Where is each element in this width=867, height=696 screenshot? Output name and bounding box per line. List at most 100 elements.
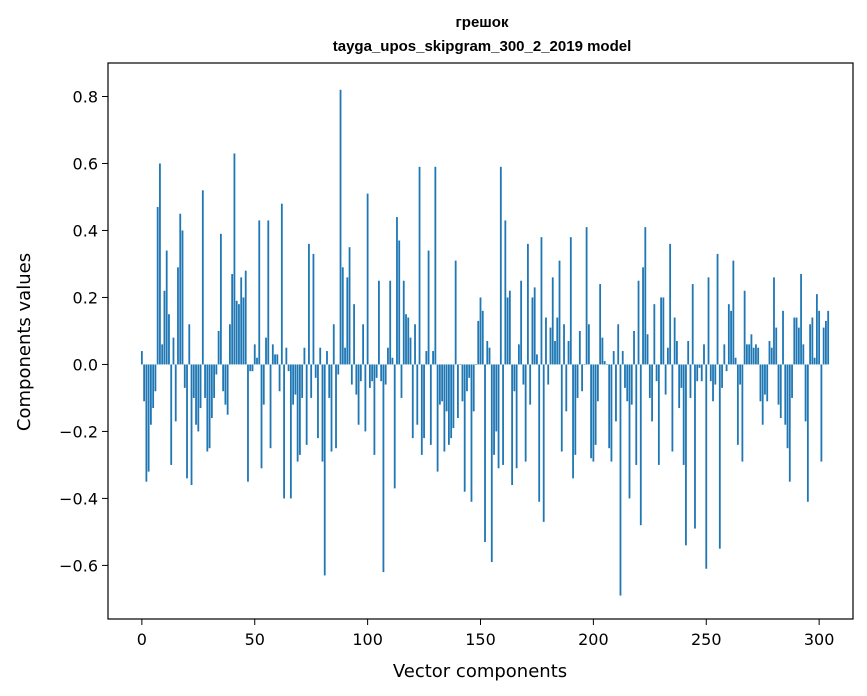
bar — [759, 364, 762, 402]
bar — [366, 193, 369, 365]
bar — [389, 280, 392, 365]
bar — [414, 324, 416, 365]
bar — [630, 364, 633, 405]
bar — [468, 364, 471, 378]
bar — [240, 277, 243, 365]
bar — [648, 364, 651, 398]
y-tick-label: 0.0 — [73, 355, 98, 374]
bar — [402, 280, 405, 365]
bar — [159, 163, 161, 365]
bar — [168, 314, 170, 365]
bar — [689, 364, 692, 398]
bar — [393, 364, 396, 489]
bar — [204, 364, 206, 398]
bar — [800, 274, 802, 365]
x-tick-label: 300 — [804, 630, 835, 649]
bar — [596, 364, 599, 402]
bar — [400, 364, 403, 398]
bar — [732, 260, 735, 365]
bar — [285, 347, 288, 365]
bar — [253, 344, 256, 365]
bar — [183, 364, 186, 388]
bar — [312, 253, 315, 365]
bar — [461, 364, 464, 402]
bar — [201, 190, 204, 365]
bar — [606, 364, 608, 365]
bar — [305, 364, 308, 445]
bar — [775, 327, 778, 365]
bar — [592, 364, 595, 462]
bar — [231, 274, 234, 365]
bar — [357, 364, 360, 425]
bar — [407, 317, 410, 365]
bar — [152, 364, 155, 408]
bar — [484, 364, 486, 542]
bar — [639, 364, 642, 526]
bar — [748, 344, 751, 365]
bar — [820, 364, 823, 462]
bar — [186, 364, 188, 479]
bar — [723, 344, 726, 365]
bar — [328, 364, 331, 398]
bar — [396, 217, 398, 365]
bar — [750, 334, 753, 365]
bar — [752, 347, 755, 365]
bar — [572, 364, 574, 479]
bar — [222, 364, 225, 392]
bar — [768, 341, 771, 365]
plot-frame — [107, 62, 854, 620]
bar — [531, 297, 534, 365]
y-tick-label: −0.6 — [59, 556, 98, 575]
bar — [556, 317, 559, 365]
bar — [610, 364, 613, 462]
bar — [651, 364, 653, 422]
bar — [797, 327, 800, 365]
bar — [224, 364, 227, 405]
bar — [822, 327, 825, 365]
bar — [527, 243, 529, 365]
bar — [447, 364, 450, 445]
bar — [563, 324, 565, 365]
bar — [508, 290, 511, 365]
bar — [621, 351, 624, 365]
bar — [258, 220, 261, 365]
bar — [206, 364, 209, 452]
bar — [761, 364, 764, 425]
bar — [495, 364, 498, 432]
bar — [375, 364, 378, 378]
bar — [438, 364, 441, 405]
x-tick-label: 100 — [352, 630, 383, 649]
bar — [779, 364, 782, 419]
bar — [260, 364, 263, 469]
bar — [271, 344, 274, 365]
bar — [278, 364, 281, 392]
bar — [427, 250, 430, 365]
bar — [256, 357, 258, 365]
bar — [499, 166, 502, 365]
bar — [319, 347, 322, 365]
bar — [700, 364, 703, 382]
bar — [626, 364, 629, 402]
bar — [488, 347, 491, 365]
bar — [418, 166, 421, 365]
bar — [739, 364, 742, 385]
bar — [140, 351, 143, 365]
bar — [195, 364, 197, 425]
bar — [705, 364, 708, 569]
bar — [617, 324, 620, 365]
bar — [676, 341, 678, 365]
bar — [481, 310, 484, 365]
bar — [156, 207, 159, 365]
bar — [691, 284, 694, 365]
bar — [380, 364, 383, 382]
bar — [594, 364, 597, 445]
bars-group — [140, 89, 830, 596]
bar — [517, 344, 520, 365]
bar — [247, 364, 249, 482]
bar — [558, 260, 561, 365]
bar — [827, 310, 830, 365]
bar — [662, 297, 665, 365]
bar — [217, 330, 220, 365]
bar — [475, 364, 477, 365]
